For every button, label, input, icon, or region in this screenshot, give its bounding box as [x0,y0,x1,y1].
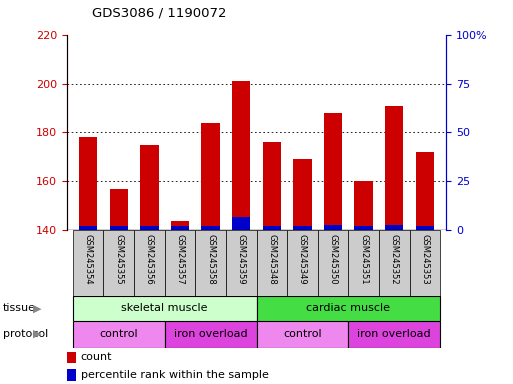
FancyBboxPatch shape [73,230,104,296]
Bar [110,189,128,230]
Bar [293,159,311,230]
Bar [171,220,189,230]
FancyBboxPatch shape [348,321,440,348]
Text: control: control [283,329,322,339]
Bar [202,227,220,230]
Text: count: count [81,353,112,362]
Text: tissue: tissue [3,303,35,313]
Bar [79,137,97,230]
Text: GSM245349: GSM245349 [298,233,307,284]
Bar [140,227,159,230]
Bar [202,123,220,230]
FancyBboxPatch shape [409,230,440,296]
Bar [263,227,281,230]
FancyBboxPatch shape [256,296,440,321]
Bar [385,225,403,230]
Text: GSM245357: GSM245357 [175,233,185,285]
Bar [293,227,311,230]
Text: cardiac muscle: cardiac muscle [306,303,390,313]
FancyBboxPatch shape [165,321,256,348]
Text: ▶: ▶ [33,329,41,339]
Text: GSM245351: GSM245351 [359,233,368,284]
Bar [232,217,250,230]
Bar [324,113,342,230]
FancyBboxPatch shape [195,230,226,296]
Bar [385,106,403,230]
Bar [79,227,97,230]
FancyBboxPatch shape [134,230,165,296]
Text: GSM245348: GSM245348 [267,233,277,285]
Bar [416,227,434,230]
Text: GSM245352: GSM245352 [390,233,399,284]
Bar [354,227,373,230]
Bar [354,182,373,230]
Text: GSM245358: GSM245358 [206,233,215,285]
FancyBboxPatch shape [104,230,134,296]
FancyBboxPatch shape [226,230,256,296]
Text: GSM245354: GSM245354 [84,233,93,284]
Text: ▶: ▶ [33,303,41,313]
Text: GSM245356: GSM245356 [145,233,154,285]
FancyBboxPatch shape [318,230,348,296]
Text: protocol: protocol [3,329,48,339]
Bar [171,227,189,230]
Text: percentile rank within the sample: percentile rank within the sample [81,370,269,380]
Bar [67,351,76,363]
FancyBboxPatch shape [287,230,318,296]
Text: GSM245359: GSM245359 [236,233,246,284]
FancyBboxPatch shape [256,321,348,348]
Bar [263,142,281,230]
Text: control: control [100,329,138,339]
Text: GSM245355: GSM245355 [114,233,123,284]
FancyBboxPatch shape [165,230,195,296]
Bar [232,81,250,230]
FancyBboxPatch shape [348,230,379,296]
Bar [324,225,342,230]
Text: GSM245353: GSM245353 [420,233,429,285]
Text: iron overload: iron overload [358,329,431,339]
Bar [110,227,128,230]
FancyBboxPatch shape [73,296,256,321]
Text: GDS3086 / 1190072: GDS3086 / 1190072 [92,6,227,19]
Text: GSM245350: GSM245350 [328,233,338,284]
Bar [67,369,76,381]
Text: skeletal muscle: skeletal muscle [122,303,208,313]
Text: iron overload: iron overload [174,329,247,339]
FancyBboxPatch shape [73,321,165,348]
Bar [416,152,434,230]
FancyBboxPatch shape [379,230,409,296]
Bar [140,145,159,230]
FancyBboxPatch shape [256,230,287,296]
